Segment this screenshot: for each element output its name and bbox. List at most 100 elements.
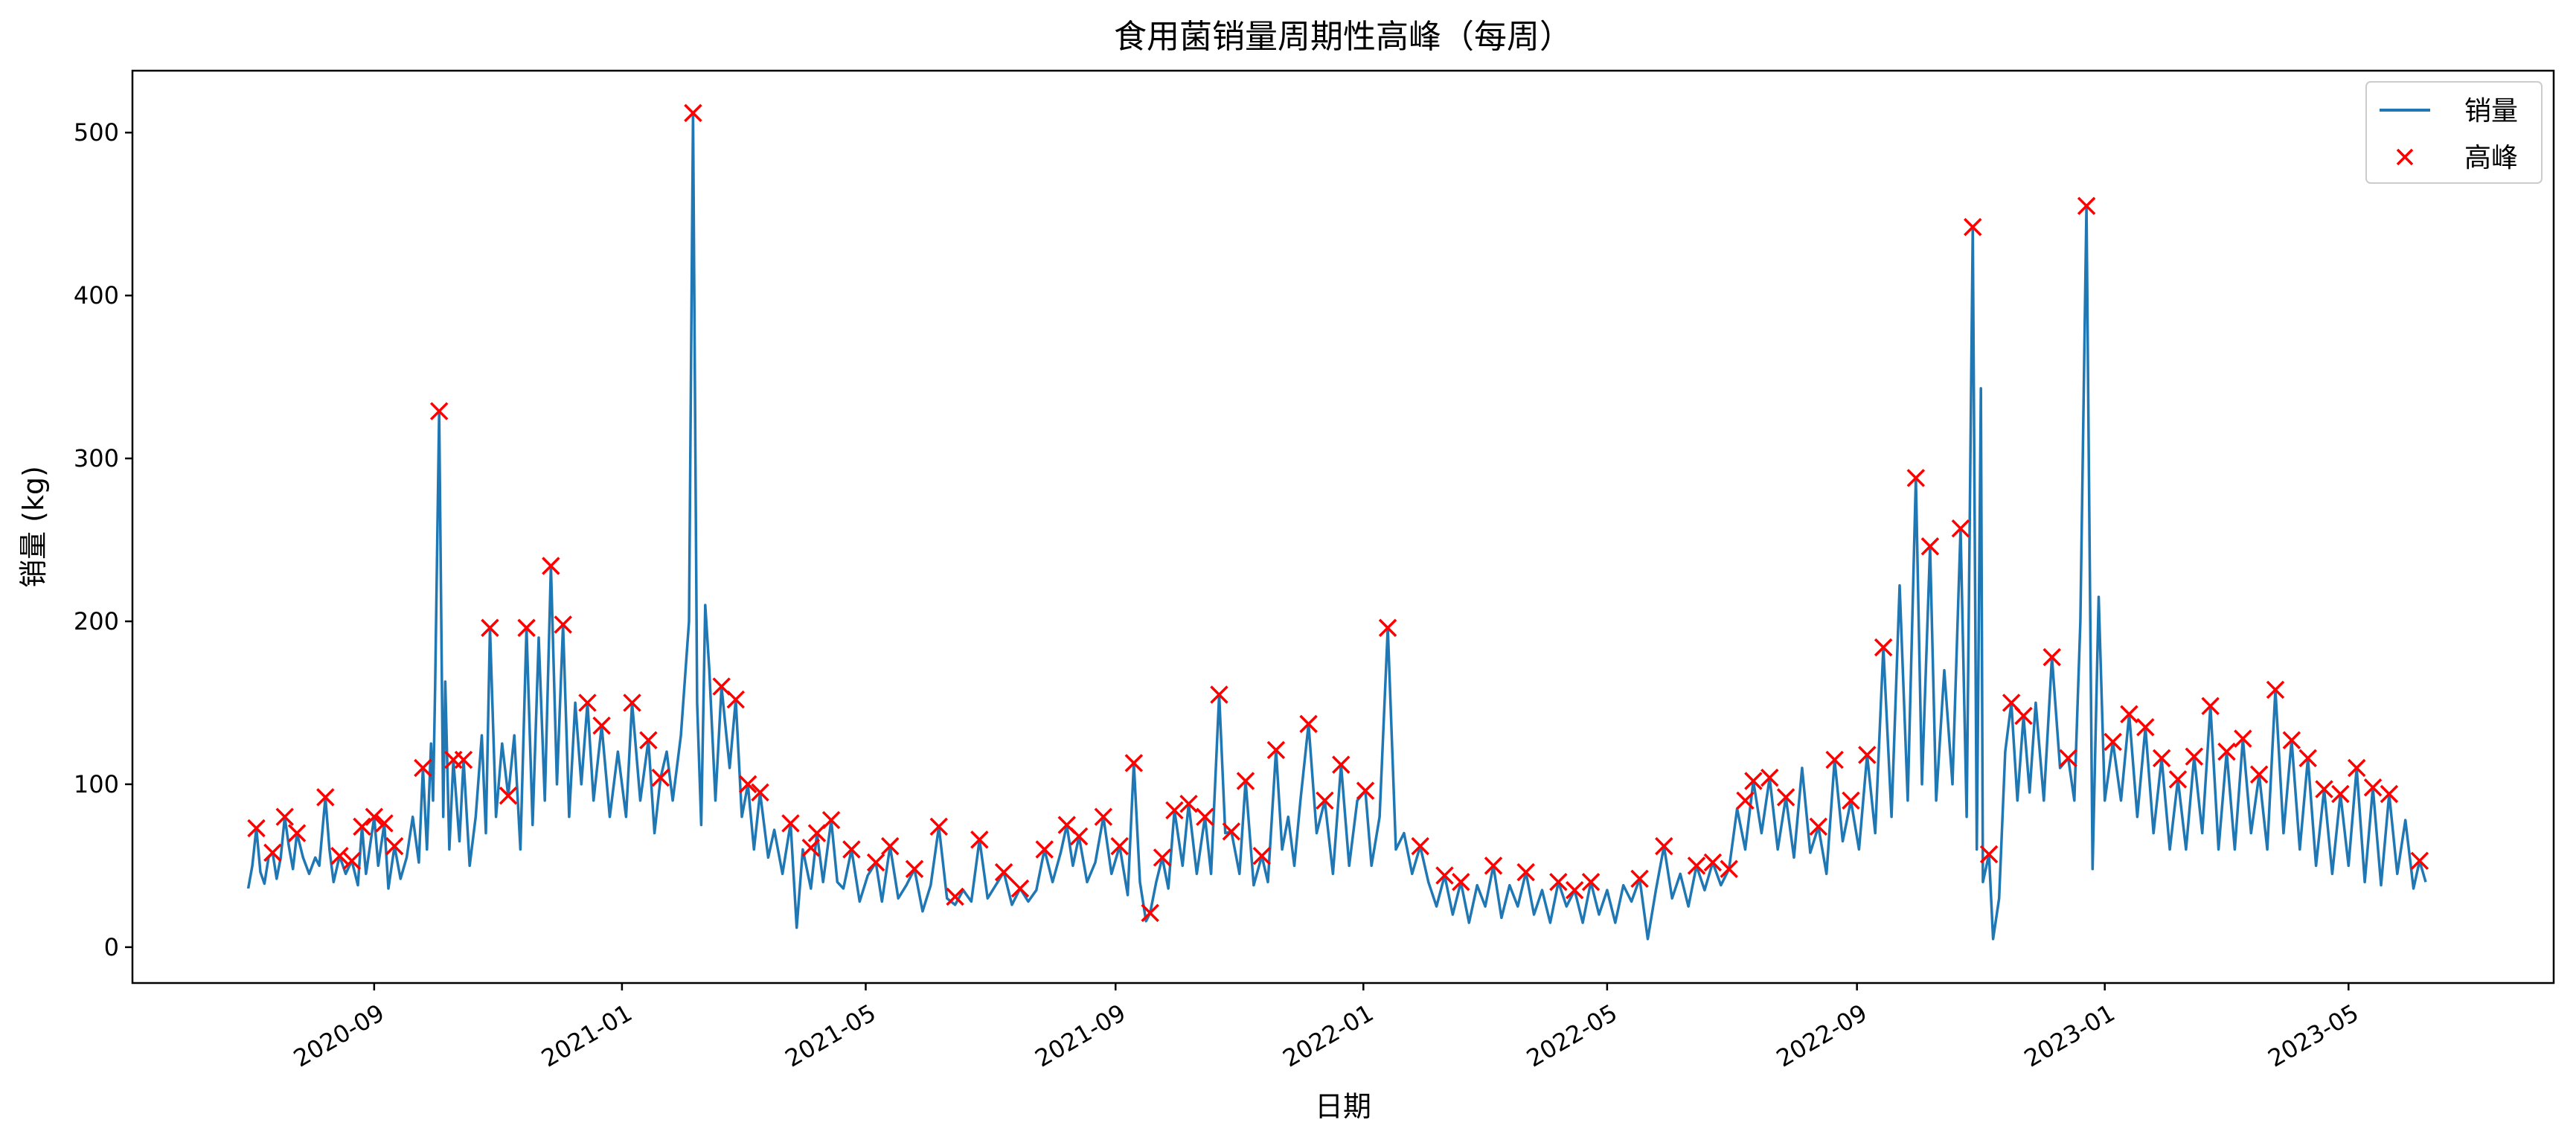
peak-marker [2152, 749, 2171, 768]
peak-marker [2380, 784, 2399, 804]
peak-marker [1435, 866, 1454, 885]
peak-marker [542, 557, 560, 575]
peak-marker [751, 783, 769, 802]
peak-marker [454, 750, 473, 769]
peak-marker [1222, 822, 1241, 841]
peak-marker [247, 819, 266, 838]
peak-marker [881, 836, 900, 856]
peak-marker [2266, 680, 2285, 699]
peak-marker [1951, 519, 1970, 538]
peak-marker [2249, 765, 2269, 784]
y-tick-label: 200 [74, 607, 119, 635]
plot-frame [131, 69, 2555, 984]
peak-marker [905, 859, 924, 878]
peak-marker [1906, 469, 1926, 487]
peak-marker [2217, 742, 2236, 761]
chart-title: 食用菌销量周期性高峰（每周） [1114, 18, 1572, 56]
peak-marker [2185, 747, 2204, 766]
y-tick-label: 100 [74, 770, 119, 798]
peak-marker [866, 853, 885, 872]
peak-marker [1196, 807, 1214, 826]
peak-marker [726, 690, 746, 709]
peak-marker [1874, 638, 1893, 657]
peak-marker [1236, 772, 1255, 790]
peak-marker [1809, 817, 1828, 836]
peak-marker [1356, 781, 1375, 800]
peak-marker [2282, 731, 2301, 750]
legend-box [2365, 81, 2543, 184]
legend-marker-swatch [2396, 148, 2414, 166]
peak-marker [2014, 706, 2033, 726]
peak-marker [1581, 873, 1601, 891]
peak-marker [842, 840, 861, 859]
peak-marker [1299, 714, 1318, 734]
legend-label-sales: 销量 [2464, 96, 2518, 127]
peak-marker [1210, 685, 1228, 704]
peak-marker [1720, 859, 1738, 878]
peak-marker [1825, 750, 1844, 769]
peak-marker [2077, 196, 2096, 215]
peak-marker [623, 694, 641, 712]
peak-marker [578, 694, 597, 712]
peak-marker [554, 615, 572, 634]
peak-marker [738, 775, 757, 794]
peak-marker [970, 830, 989, 849]
peak-marker [1010, 879, 1030, 898]
peak-marker [801, 839, 821, 857]
peak-marker [499, 786, 518, 805]
peak-marker [385, 836, 404, 856]
peak-marker [375, 814, 394, 833]
plot-area [246, 103, 2429, 941]
peak-marker [2059, 749, 2077, 768]
peak-marker [1776, 788, 1795, 807]
y-axis-label: 销量 (kg) [17, 466, 50, 588]
peak-marker [2298, 749, 2317, 768]
legend-label-peaks: 高峰 [2464, 143, 2518, 173]
peak-marker [2234, 729, 2252, 748]
peak-marker [1141, 903, 1159, 923]
x-axis-label: 日期 [1315, 1090, 1371, 1123]
peak-marker [592, 716, 611, 735]
peak-marker [2363, 778, 2383, 797]
y-tick-label: 400 [74, 281, 119, 310]
peak-marker [929, 817, 948, 836]
peak-marker [1252, 846, 1272, 865]
peak-marker [651, 768, 670, 787]
peak-marker [1484, 857, 1503, 875]
peak-marker [1744, 772, 1763, 790]
peak-marker [1703, 853, 1723, 872]
peak-marker [1964, 217, 1982, 237]
y-tick-label: 0 [104, 933, 119, 961]
peak-marker [287, 824, 307, 842]
peak-marker [1069, 827, 1089, 846]
peak-marker [1516, 862, 1535, 882]
peak-marker [2315, 780, 2333, 798]
peak-marker [2347, 758, 2366, 778]
peak-marker [1316, 791, 1334, 810]
peak-marker [1687, 857, 1706, 875]
peak-marker [2136, 718, 2155, 737]
peak-marker [1094, 807, 1113, 826]
peak-marker [1842, 791, 1860, 810]
peak-marker [639, 731, 658, 750]
peak-marker [2331, 784, 2350, 804]
peak-marker [1736, 791, 1755, 810]
peak-marker [1979, 845, 1999, 864]
peak-marker [684, 103, 702, 123]
legend: 销量 高峰 [2365, 81, 2543, 184]
peak-marker [1266, 740, 1286, 760]
peak-marker [821, 810, 841, 830]
peak-marker [2168, 770, 2188, 789]
peak-marker [1035, 840, 1054, 859]
peak-marker [330, 846, 349, 865]
peak-marker [1165, 801, 1184, 820]
peak-marker [1630, 869, 1649, 889]
peak-marker [1179, 794, 1198, 813]
peak-marker [1124, 754, 1144, 772]
peak-marker [1565, 880, 1584, 900]
peak-marker [1332, 755, 1351, 774]
y-tick-label: 500 [74, 118, 119, 147]
peak-marker [353, 817, 371, 836]
